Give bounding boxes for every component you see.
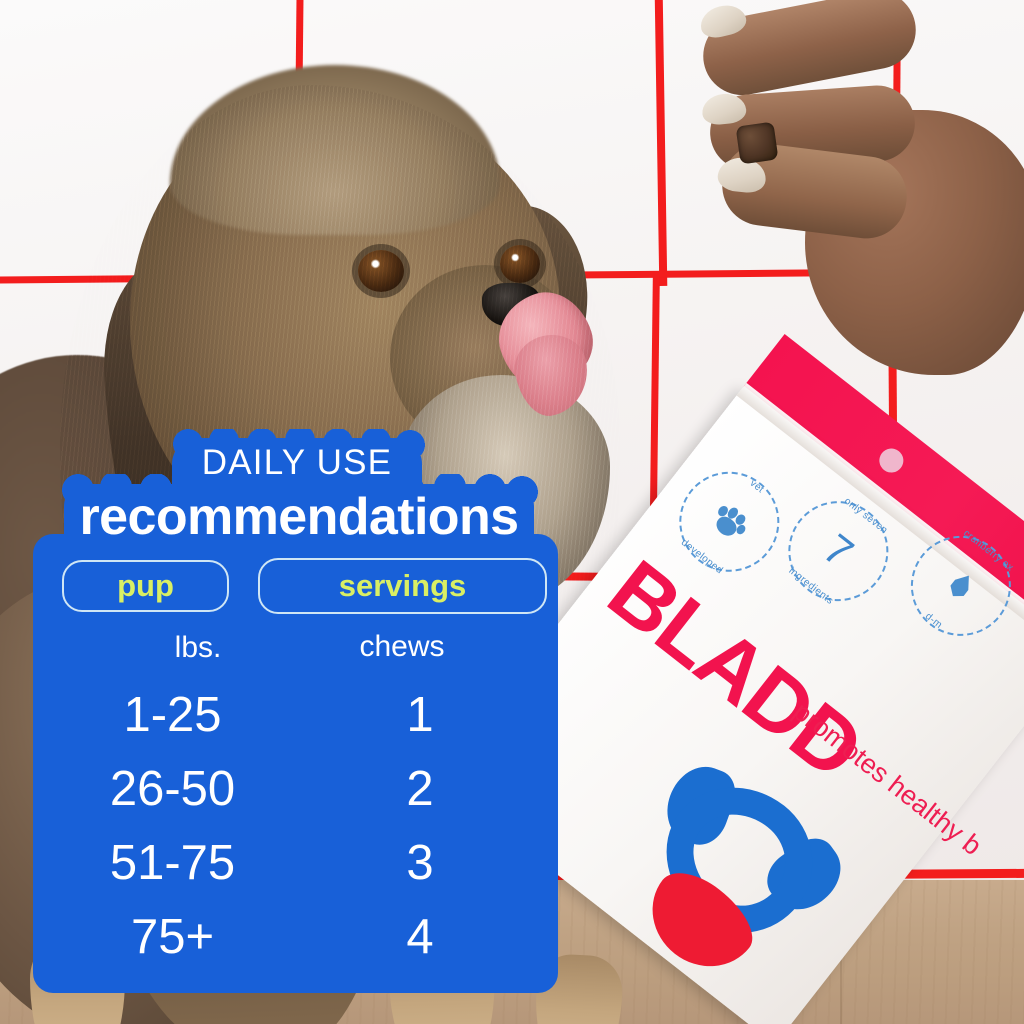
cell-chews: 4 <box>406 910 434 964</box>
eyebrow-text: DAILY USE <box>201 443 393 482</box>
table-row: 26-50 2 <box>40 752 552 826</box>
table-row: 51-75 3 <box>40 826 552 900</box>
pill-label: pup <box>117 568 174 603</box>
unit-label-chews: chews <box>359 630 445 663</box>
dog-eye <box>358 250 404 292</box>
column-header-servings: servings <box>258 558 547 614</box>
cell-weight: 26-50 <box>109 762 236 816</box>
hand-photo <box>660 0 1024 390</box>
cell-weight: 51-75 <box>109 836 236 890</box>
cell-chews: 2 <box>406 762 434 816</box>
page-title: recommendations <box>79 488 520 546</box>
cell-weight: 1-25 <box>123 688 222 742</box>
dosage-table: 1-25 1 26-50 2 51-75 3 75+ 4 <box>40 678 552 974</box>
cell-chews: 3 <box>406 836 434 890</box>
pill-label: servings <box>338 568 467 603</box>
unit-label-lbs: lbs. <box>174 631 222 664</box>
table-row: 75+ 4 <box>40 900 552 974</box>
dog-eye <box>500 245 540 283</box>
cell-chews: 1 <box>406 688 434 742</box>
table-row: 1-25 1 <box>40 678 552 752</box>
cell-weight: 75+ <box>130 910 215 964</box>
column-header-pup: pup <box>62 560 229 612</box>
